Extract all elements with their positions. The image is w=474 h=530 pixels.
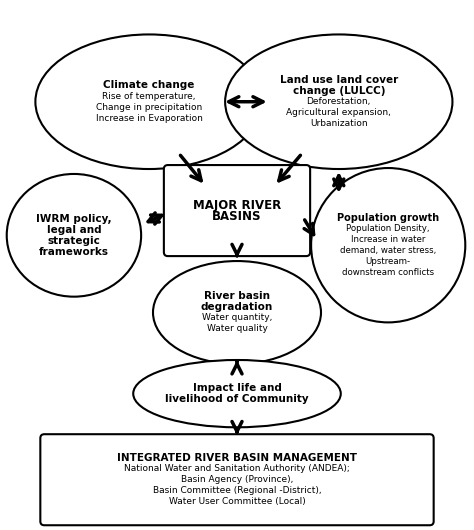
Text: frameworks: frameworks [39, 246, 109, 257]
Text: Land use land cover: Land use land cover [280, 75, 398, 85]
Text: Upstream-: Upstream- [365, 257, 411, 266]
Text: Population growth: Population growth [337, 213, 439, 223]
Ellipse shape [36, 34, 263, 169]
Text: Increase in Evaporation: Increase in Evaporation [96, 113, 202, 122]
Text: Climate change: Climate change [103, 81, 195, 91]
Text: INTEGRATED RIVER BASIN MANAGEMENT: INTEGRATED RIVER BASIN MANAGEMENT [117, 453, 357, 463]
Ellipse shape [311, 168, 465, 322]
Ellipse shape [133, 360, 341, 427]
Ellipse shape [7, 174, 141, 297]
Text: Change in precipitation: Change in precipitation [96, 103, 202, 112]
Text: Water User Committee (Local): Water User Committee (Local) [169, 497, 305, 506]
FancyBboxPatch shape [40, 434, 434, 525]
Text: MAJOR RIVER: MAJOR RIVER [193, 199, 281, 211]
Text: Population Density,: Population Density, [346, 224, 430, 233]
Text: Water quality: Water quality [207, 324, 267, 333]
Text: Increase in water: Increase in water [351, 235, 425, 244]
Text: change (LULCC): change (LULCC) [292, 86, 385, 96]
FancyBboxPatch shape [164, 165, 310, 256]
Text: Rise of temperature,: Rise of temperature, [102, 92, 196, 101]
Text: Impact life and: Impact life and [192, 383, 282, 393]
Text: Urbanization: Urbanization [310, 119, 368, 128]
Text: demand, water stress,: demand, water stress, [340, 246, 437, 255]
Text: BASINS: BASINS [212, 209, 262, 223]
Text: Basin Committee (Regional -District),: Basin Committee (Regional -District), [153, 486, 321, 495]
Ellipse shape [153, 261, 321, 364]
Text: legal and: legal and [46, 225, 101, 235]
Ellipse shape [225, 34, 453, 169]
Text: downstream conflicts: downstream conflicts [342, 268, 434, 277]
Text: River basin: River basin [204, 291, 270, 301]
Text: livelihood of Community: livelihood of Community [165, 394, 309, 404]
Text: National Water and Sanitation Authority (ANDEA);: National Water and Sanitation Authority … [124, 464, 350, 473]
Text: IWRM policy,: IWRM policy, [36, 214, 112, 224]
Text: Water quantity,: Water quantity, [202, 313, 272, 322]
Text: strategic: strategic [47, 236, 100, 246]
Text: Deforestation,: Deforestation, [307, 97, 371, 106]
Text: degradation: degradation [201, 302, 273, 312]
Text: Basin Agency (Province),: Basin Agency (Province), [181, 475, 293, 484]
Text: Agricultural expansion,: Agricultural expansion, [286, 108, 391, 117]
